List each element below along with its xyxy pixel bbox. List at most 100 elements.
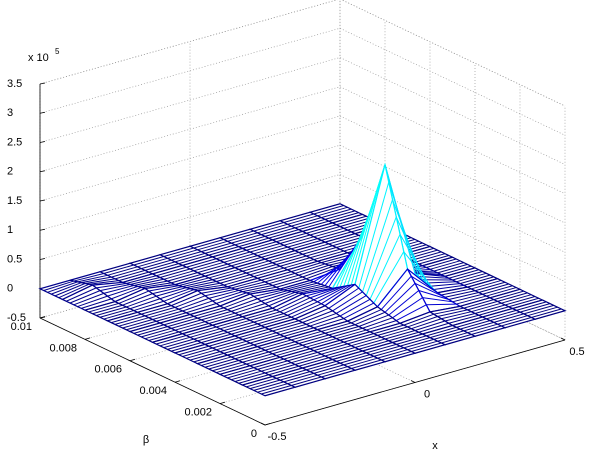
- x-tick: [410, 380, 416, 383]
- mesh-hatch: [249, 334, 281, 344]
- mesh-hatch: [459, 274, 491, 285]
- mesh-hatch: [58, 283, 89, 299]
- mesh-hatch: [287, 351, 318, 362]
- mesh-hatch: [332, 236, 363, 247]
- mesh-hatch: [231, 325, 262, 335]
- mesh-hatch: [163, 315, 194, 326]
- mesh-hatch: [208, 246, 239, 256]
- mesh-hatch: [414, 320, 446, 331]
- mesh-hatch: [313, 364, 344, 374]
- mesh-hatch: [182, 279, 213, 288]
- mesh-hatch: [212, 270, 243, 281]
- mesh-hatch: [321, 367, 352, 378]
- mesh-hatch: [268, 365, 299, 376]
- mesh-hatch: [272, 276, 303, 286]
- mesh-hatch: [238, 328, 269, 339]
- mesh-hatch: [373, 324, 404, 335]
- mesh-hatch: [167, 249, 198, 259]
- mesh-hatch: [351, 359, 382, 369]
- mesh-hatch: [298, 220, 329, 231]
- mesh-hatch: [276, 295, 307, 311]
- mesh-hatch: [261, 271, 292, 281]
- mesh-hatch: [279, 234, 311, 244]
- mesh-hatch: [321, 208, 352, 219]
- mesh-hatch: [306, 360, 337, 371]
- mesh-hatch: [418, 322, 449, 333]
- mesh-hatch: [508, 297, 539, 308]
- mesh-hatch: [126, 275, 157, 284]
- mesh-hatch: [118, 317, 149, 327]
- z-tick-label: 0.5: [7, 253, 22, 265]
- mesh-hatch: [358, 314, 389, 327]
- mesh-hatch: [347, 357, 378, 368]
- mesh-hatch: [171, 292, 202, 307]
- mesh-hatch: [519, 303, 551, 313]
- mesh-hatch: [159, 336, 191, 347]
- mesh-hatch: [471, 325, 502, 335]
- mesh-hatch: [246, 264, 277, 274]
- mesh-hatch: [396, 304, 427, 322]
- mesh-hatch: [223, 321, 254, 332]
- mesh-hatch: [444, 312, 476, 322]
- mesh-hatch: [144, 306, 176, 317]
- mesh-hatch: [463, 276, 494, 286]
- mesh-hatch: [253, 358, 284, 369]
- mesh-hatch: [141, 259, 172, 270]
- mesh-hatch: [238, 351, 269, 361]
- mesh-hatch: [122, 319, 153, 329]
- mesh-hatch: [88, 280, 119, 285]
- mesh-hatch: [69, 290, 101, 304]
- mesh-hatch: [377, 349, 408, 359]
- mesh-hatch: [283, 259, 314, 269]
- mesh-hatch: [343, 355, 374, 366]
- mesh-hatch: [283, 213, 314, 224]
- mesh-hatch: [249, 265, 281, 276]
- mesh-hatch: [279, 257, 311, 267]
- mesh-hatch: [253, 267, 284, 278]
- mesh-hatch: [257, 290, 288, 300]
- mesh-hatch: [294, 332, 326, 343]
- mesh-hatch: [497, 315, 528, 325]
- mesh-hatch: [197, 331, 228, 342]
- mesh-hatch: [302, 336, 333, 346]
- mesh-hatch: [426, 326, 457, 337]
- mesh-hatch: [208, 360, 239, 370]
- mesh-hatch: [396, 335, 427, 345]
- mesh-hatch: [223, 230, 254, 241]
- mesh-hatch: [246, 355, 277, 365]
- mesh-hatch: [317, 366, 348, 376]
- mesh-hatch: [197, 263, 228, 274]
- mesh-hatch: [216, 340, 247, 351]
- mesh-hatch: [73, 292, 104, 306]
- mesh-hatch: [291, 239, 322, 250]
- mesh-hatch: [452, 293, 483, 303]
- mesh-hatch: [437, 263, 468, 274]
- mesh-hatch: [287, 374, 318, 385]
- mesh-hatch: [193, 352, 224, 363]
- mesh-hatch: [103, 264, 134, 275]
- mesh-hatch: [306, 338, 337, 348]
- y-tick-label: 0.01: [11, 321, 32, 333]
- mesh-hatch: [47, 281, 78, 293]
- mesh-hatch: [178, 322, 209, 333]
- mesh-hatch: [287, 301, 318, 316]
- mesh-hatch: [418, 254, 449, 265]
- mesh-hatch: [332, 327, 363, 338]
- mesh-hatch: [216, 249, 247, 260]
- mesh-hatch: [497, 292, 528, 302]
- mesh-hatch: [159, 288, 191, 300]
- mesh-hatch: [422, 297, 453, 303]
- mesh-hatch: [193, 239, 224, 249]
- mesh-hatch: [411, 251, 442, 261]
- mesh-hatch: [493, 290, 524, 301]
- mesh-hatch: [246, 332, 277, 342]
- mesh-hatch: [156, 312, 187, 322]
- mesh-hatch: [216, 272, 247, 282]
- mesh-hatch: [336, 215, 367, 226]
- mesh-hatch: [354, 311, 386, 326]
- mesh-hatch: [287, 238, 318, 248]
- mesh-hatch: [403, 338, 434, 349]
- mesh-hatch: [212, 339, 243, 349]
- mesh-hatch: [429, 283, 461, 287]
- mesh-hatch: [133, 256, 164, 266]
